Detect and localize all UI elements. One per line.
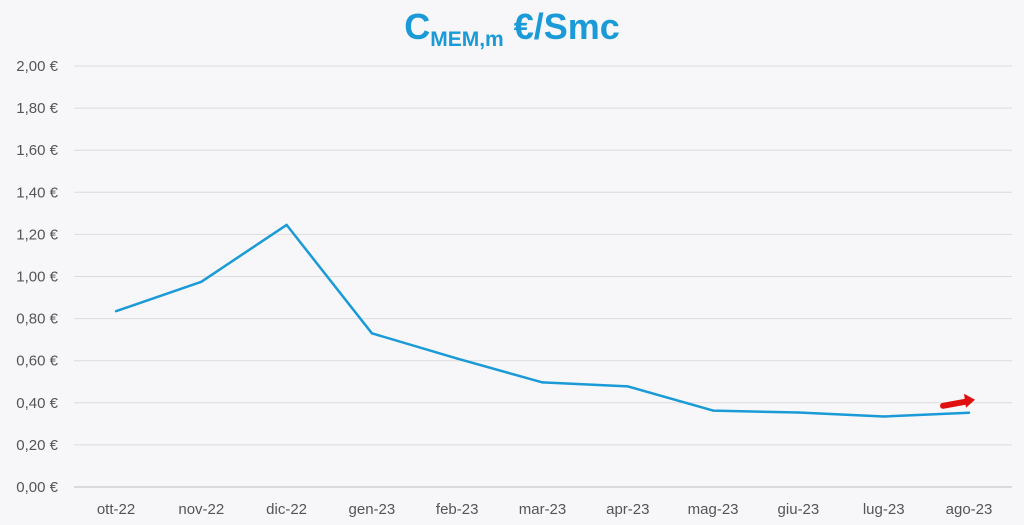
x-tick-label: dic-22 bbox=[266, 501, 307, 518]
data-point bbox=[882, 415, 885, 418]
data-point bbox=[456, 357, 459, 360]
x-tick-label: gen-23 bbox=[349, 501, 396, 518]
y-tick-label: 0,80 € bbox=[16, 311, 58, 328]
data-point bbox=[967, 411, 971, 414]
title-unit: €/Smc bbox=[513, 6, 620, 47]
series-line bbox=[115, 223, 970, 418]
data-point bbox=[200, 280, 203, 283]
x-tick-label: ago-23 bbox=[946, 501, 993, 518]
data-point bbox=[797, 411, 800, 414]
x-tick-label: ott-22 bbox=[97, 501, 135, 518]
y-tick-label: 1,00 € bbox=[16, 269, 58, 286]
chart-title: CMEM,m €/Smc bbox=[0, 6, 1024, 52]
title-main: C bbox=[404, 6, 431, 47]
y-tick-label: 1,20 € bbox=[16, 226, 58, 243]
y-tick-label: 0,60 € bbox=[16, 353, 58, 370]
data-point bbox=[114, 310, 118, 313]
x-tick-label: feb-23 bbox=[436, 501, 479, 518]
data-point bbox=[711, 409, 715, 412]
data-point bbox=[285, 223, 288, 227]
x-tick-label: apr-23 bbox=[606, 501, 649, 518]
x-tick-label: mar-23 bbox=[519, 501, 567, 518]
x-tick-label: mag-23 bbox=[688, 501, 739, 518]
data-point bbox=[626, 385, 629, 388]
data-point bbox=[541, 381, 544, 384]
y-tick-label: 1,60 € bbox=[16, 142, 58, 159]
title-subscript: MEM,m bbox=[430, 28, 504, 51]
x-tick-label: giu-23 bbox=[778, 501, 820, 518]
y-tick-label: 0,40 € bbox=[16, 395, 58, 412]
y-tick-label: 1,80 € bbox=[16, 100, 58, 117]
trend-arrow-icon bbox=[940, 393, 975, 409]
x-tick-label: lug-23 bbox=[863, 501, 905, 518]
data-point bbox=[370, 332, 374, 335]
y-tick-label: 0,00 € bbox=[16, 479, 58, 496]
y-tick-label: 2,00 € bbox=[16, 58, 58, 75]
x-tick-label: nov-22 bbox=[178, 501, 224, 518]
y-tick-label: 1,40 € bbox=[16, 184, 58, 201]
y-tick-label: 0,20 € bbox=[16, 437, 58, 454]
